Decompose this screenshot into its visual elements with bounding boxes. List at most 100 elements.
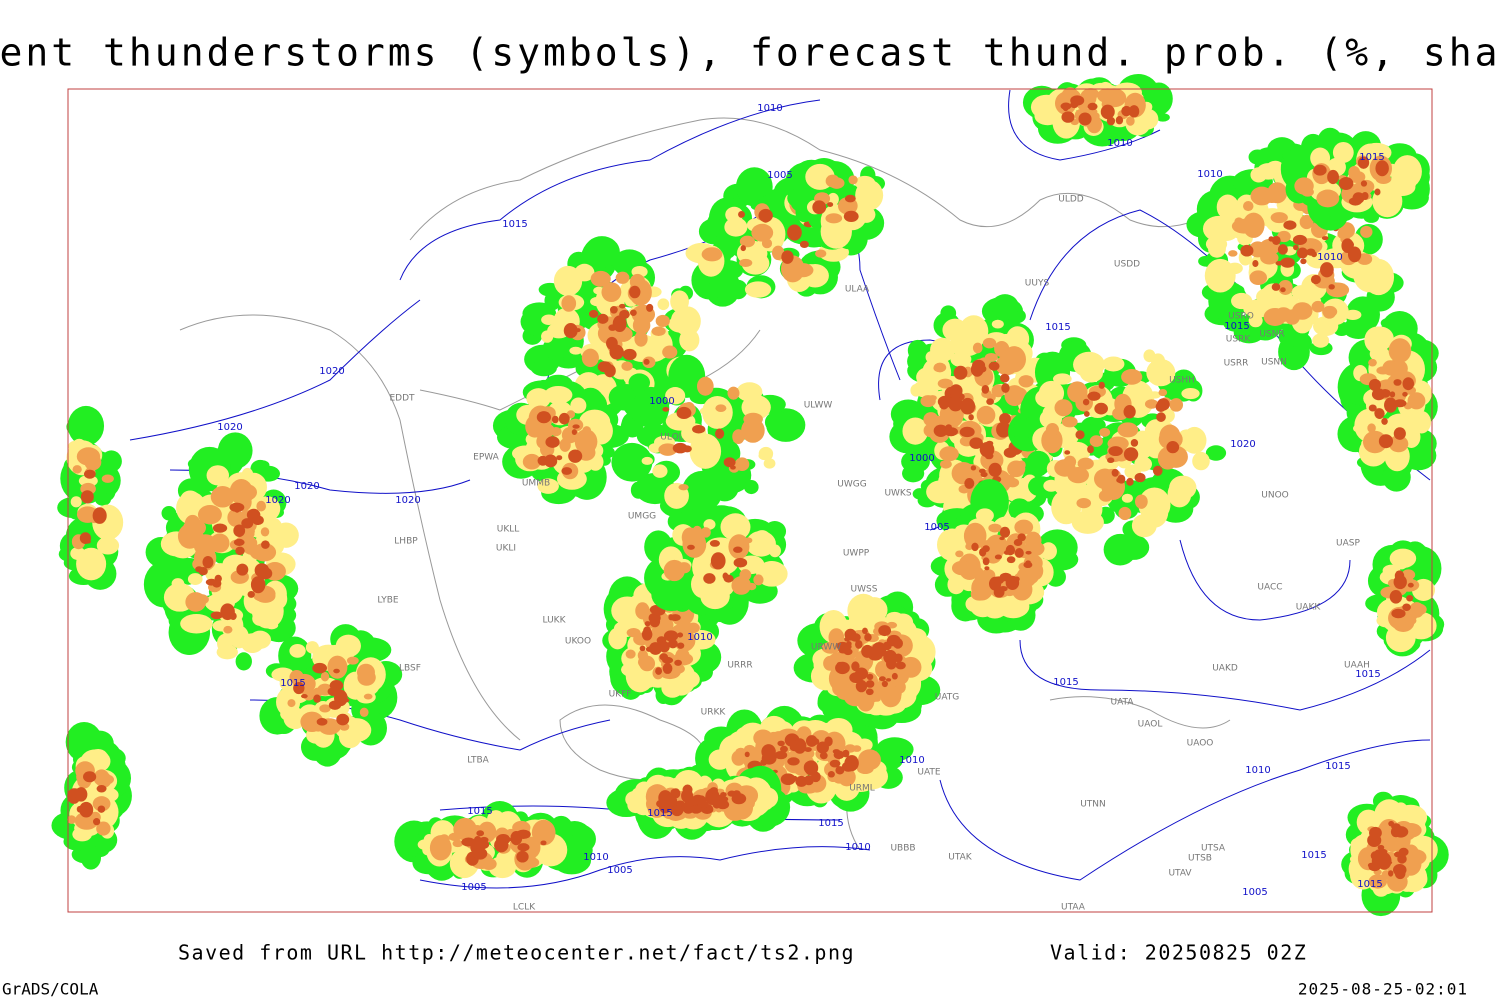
software: GrADS/COLA <box>2 980 99 999</box>
shading-cell <box>986 398 994 405</box>
shading-cell <box>1087 102 1098 111</box>
shading-cell <box>1123 404 1136 419</box>
shading-cell <box>969 437 983 449</box>
isobar-label: 1015 <box>1357 879 1382 890</box>
shading-cell <box>1134 472 1146 483</box>
shading-cell <box>655 667 663 675</box>
shading-cell <box>923 423 938 438</box>
shading-cell <box>645 646 653 652</box>
shading-cell <box>668 614 674 621</box>
shading-cell <box>1311 300 1325 313</box>
shading-cell <box>1402 603 1411 612</box>
shading-cell <box>241 518 254 529</box>
shading-cell <box>260 527 270 537</box>
station-label: URRR <box>727 661 752 671</box>
shading-cell <box>1003 550 1010 555</box>
shading-cell <box>972 342 983 354</box>
station-label: UATA <box>1110 698 1134 708</box>
station-label: UTSA <box>1201 844 1226 854</box>
shading-cell <box>713 561 721 569</box>
shading-cell <box>999 536 1005 541</box>
shading-cell <box>643 358 650 365</box>
shading-cell <box>1311 251 1317 258</box>
shading-cell <box>665 387 686 405</box>
shading-cell <box>1389 391 1396 398</box>
station-label: UUYS <box>1025 279 1050 289</box>
shading-cell <box>1087 391 1101 401</box>
shading-cell <box>72 827 93 842</box>
shading-cell <box>1271 283 1281 291</box>
shading-cell <box>327 655 348 679</box>
shading-cell <box>939 429 945 435</box>
shading-cell <box>771 245 785 261</box>
shading-cell <box>588 309 599 318</box>
shading-cell <box>865 680 875 688</box>
shading-cell <box>689 433 722 469</box>
shading-cell <box>836 661 844 667</box>
shading-cell <box>1006 326 1030 352</box>
shading-cell <box>604 364 616 378</box>
shading-cell <box>543 454 558 468</box>
shading-cell <box>1005 474 1015 486</box>
shading-cell <box>1409 602 1425 618</box>
shading-cell <box>1100 104 1115 120</box>
shading-cell <box>960 397 976 415</box>
shading-cell <box>516 850 529 863</box>
station-label: USRR <box>1224 359 1249 369</box>
shading-cell <box>229 612 237 621</box>
shading-cell <box>996 421 1011 438</box>
shading-cell <box>622 348 637 361</box>
shading-cell <box>76 805 83 813</box>
coastline <box>179 314 521 741</box>
shading-cell <box>363 693 373 700</box>
shading-cell <box>761 744 776 760</box>
shading-cell <box>1075 430 1085 440</box>
shading-cell <box>676 406 692 420</box>
shading-cell <box>1155 113 1170 122</box>
isobar-label: 1010 <box>1317 252 1342 263</box>
shading-cell <box>618 303 626 309</box>
isobar-label: 1015 <box>1301 850 1326 861</box>
shading-cell <box>205 578 218 586</box>
shading-cell <box>1166 441 1180 454</box>
shading-cell <box>727 790 737 797</box>
shading-cell <box>481 857 497 871</box>
shading-cell <box>659 653 669 661</box>
shading-cell <box>815 249 827 258</box>
shading-cell <box>655 609 662 616</box>
shading-cell <box>1148 87 1165 105</box>
shading-cell <box>313 694 321 703</box>
shading-cell <box>789 743 800 752</box>
shading-cell <box>1163 385 1186 401</box>
shading-cell <box>993 576 1005 585</box>
shading-cell <box>851 661 860 672</box>
shading-cell <box>658 443 678 456</box>
shading-cell <box>1277 244 1288 255</box>
isobar-label: 1005 <box>767 170 792 181</box>
shading-cell <box>864 633 872 642</box>
shading-cell <box>1135 494 1148 509</box>
shading-cell <box>842 749 850 758</box>
shading-cell <box>951 560 973 576</box>
shading-cell <box>731 750 746 766</box>
shading-cell <box>850 633 861 642</box>
shading-cell <box>233 524 246 537</box>
shading-cell <box>1328 284 1335 290</box>
shading-cell <box>846 641 852 647</box>
shading-cell <box>161 506 177 521</box>
station-label: EPWA <box>473 453 500 463</box>
isobar-label: 1020 <box>319 366 344 377</box>
shading-cell <box>984 452 994 460</box>
isobar-label: 1020 <box>395 495 420 506</box>
shading-cell <box>641 456 653 465</box>
shading-cell <box>271 667 295 682</box>
shading-cell <box>216 446 247 465</box>
shading-cell <box>1023 561 1033 569</box>
shading-cell <box>250 576 266 594</box>
shading-cell <box>1250 167 1267 183</box>
isobar-label: 1020 <box>294 481 319 492</box>
shading-cell <box>1368 358 1377 367</box>
shading-cell <box>80 845 102 870</box>
shading-cell <box>649 615 661 628</box>
shading-cell <box>729 279 748 300</box>
